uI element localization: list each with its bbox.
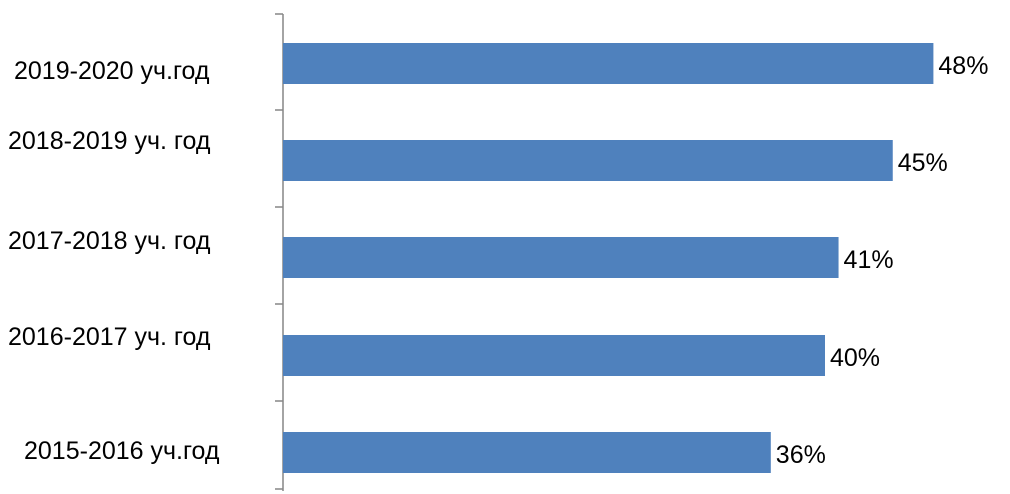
- bar: [283, 432, 771, 473]
- data-label: 40%: [830, 344, 880, 372]
- bars-group: [283, 43, 934, 473]
- data-label: 45%: [898, 149, 948, 177]
- bar: [283, 140, 893, 181]
- category-label: 2017-2018 уч. год: [8, 227, 211, 255]
- value-labels-group: 48% 45% 41% 40% 36%: [776, 52, 989, 469]
- bar: [283, 43, 934, 84]
- category-label: 2019-2020 уч.год: [14, 57, 210, 85]
- category-label: 2018-2019 уч. год: [8, 127, 211, 155]
- category-label: 2015-2016 уч.год: [24, 437, 220, 465]
- data-label: 41%: [844, 246, 894, 274]
- bar: [283, 237, 839, 278]
- bar: [283, 335, 825, 376]
- category-labels-group: 2019-2020 уч.год 2018-2019 уч. год 2017-20…: [8, 57, 220, 465]
- category-label: 2016-2017 уч. год: [8, 323, 211, 351]
- data-label: 48%: [938, 52, 988, 80]
- data-label: 36%: [776, 441, 826, 469]
- y-axis-group: [275, 13, 284, 491]
